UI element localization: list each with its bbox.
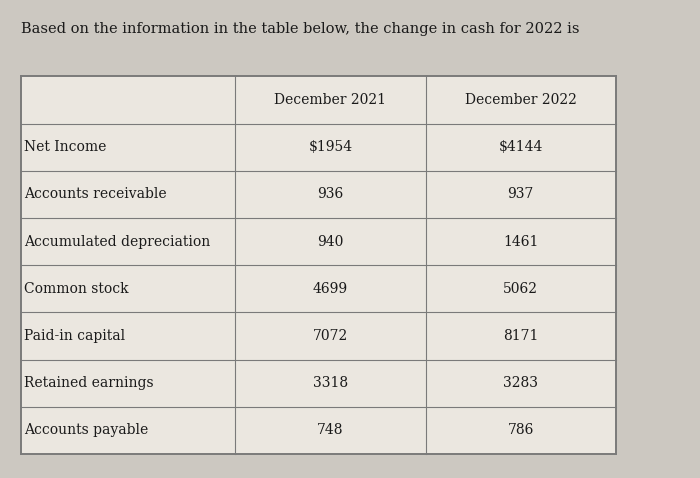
Text: Paid-in capital: Paid-in capital bbox=[25, 329, 125, 343]
Text: December 2022: December 2022 bbox=[465, 93, 577, 107]
Text: 937: 937 bbox=[508, 187, 534, 202]
Text: 940: 940 bbox=[317, 235, 344, 249]
Text: Net Income: Net Income bbox=[25, 140, 107, 154]
Text: 8171: 8171 bbox=[503, 329, 538, 343]
Text: Retained earnings: Retained earnings bbox=[25, 376, 154, 391]
Text: Accumulated depreciation: Accumulated depreciation bbox=[25, 235, 211, 249]
Text: $4144: $4144 bbox=[498, 140, 543, 154]
Text: 1461: 1461 bbox=[503, 235, 538, 249]
Bar bbox=[21, 76, 616, 454]
Text: Accounts receivable: Accounts receivable bbox=[25, 187, 167, 202]
Text: Accounts payable: Accounts payable bbox=[25, 424, 148, 437]
Text: 936: 936 bbox=[317, 187, 344, 202]
Text: 3318: 3318 bbox=[313, 376, 348, 391]
Text: 5062: 5062 bbox=[503, 282, 538, 296]
Text: 786: 786 bbox=[508, 424, 534, 437]
Text: 748: 748 bbox=[317, 424, 344, 437]
Text: 3283: 3283 bbox=[503, 376, 538, 391]
Text: 4699: 4699 bbox=[313, 282, 348, 296]
Text: Based on the information in the table below, the change in cash for 2022 is: Based on the information in the table be… bbox=[21, 22, 580, 35]
Text: $1954: $1954 bbox=[308, 140, 353, 154]
Text: Common stock: Common stock bbox=[25, 282, 129, 296]
Text: December 2021: December 2021 bbox=[274, 93, 386, 107]
Text: 7072: 7072 bbox=[313, 329, 348, 343]
